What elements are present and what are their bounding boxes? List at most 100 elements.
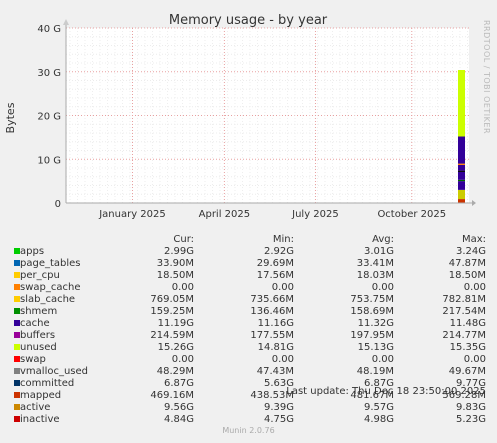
legend-cur: 769.05M [150,294,194,305]
rrdtool-credit: RRDTOOL / TOBI OETIKER [482,20,491,134]
stack-segment [458,179,465,182]
legend-avg: 48.19M [356,366,394,377]
legend-cur: 4.84G [163,414,194,425]
legend-row: active 9.56G 9.39G 9.57G 9.83G [14,402,490,414]
legend-swatch [14,392,20,398]
legend-row: vmalloc_used 48.29M 47.43M 48.19M 49.67M [14,366,490,378]
legend-header: Cur: Min: Avg: Max: [14,234,490,246]
stack-segment [458,164,465,171]
legend-row: swap 0.00 0.00 0.00 0.00 [14,354,490,366]
legend-max: 3.24G [455,246,486,257]
y-tick-label: 20 G [37,112,61,123]
legend-label: page_tables [20,258,81,269]
header-max: Max: [461,234,486,245]
stack-segment [458,199,465,203]
legend-row: per_cpu 18.50M 17.56M 18.03M 18.50M [14,270,490,282]
legend-avg: 6.87G [363,378,394,389]
legend-min: 0.00 [271,354,294,365]
legend-cur: 11.19G [157,318,194,329]
x-tick-label: July 2025 [291,209,339,220]
legend-max: 782.81M [442,294,486,305]
legend-avg: 0.00 [371,354,394,365]
legend-row: slab_cache 769.05M 735.66M 753.75M 782.81M [14,294,490,306]
legend-row: swap_cache 0.00 0.00 0.00 0.00 [14,282,490,294]
y-tick-label: 10 G [37,155,61,166]
legend-max: 49.67M [448,366,486,377]
legend-avg: 11.32G [357,318,394,329]
legend-cur: 9.56G [163,402,194,413]
legend-label: slab_cache [20,294,76,305]
stack-segment [458,170,465,172]
y-axis-ticks: 0 10 G 20 G 30 G 40 G [37,24,61,210]
legend-swatch [14,248,20,254]
legend-min: 17.56M [256,270,294,281]
legend-swatch [14,272,20,278]
legend-label: committed [20,378,75,389]
legend-min: 14.81G [257,342,294,353]
stack-segment [458,136,465,164]
legend-cur: 2.99G [163,246,194,257]
legend-max: 0.00 [463,282,486,293]
legend-min: 2.92G [263,246,294,257]
legend-label: shmem [20,306,58,317]
legend-max: 9.83G [455,402,486,413]
legend-max: 5.23G [455,414,486,425]
stack-segment [458,171,465,180]
grid [66,27,469,203]
legend-min: 136.46M [250,306,294,317]
legend-min: 177.55M [250,330,294,341]
legend-row: buffers 214.59M 177.55M 197.95M 214.77M [14,330,490,342]
legend-avg: 9.57G [363,402,394,413]
legend-cur: 48.29M [156,366,194,377]
chart-title: Memory usage - by year [169,13,328,28]
legend-swatch [14,344,20,350]
legend-min: 0.00 [271,282,294,293]
legend-avg: 18.03M [356,270,394,281]
legend-avg: 33.41M [356,258,394,269]
legend-max: 15.35G [449,342,486,353]
legend-min: 735.66M [250,294,294,305]
legend-cur: 0.00 [171,354,194,365]
legend-label: buffers [20,330,56,341]
header-avg: Avg: [372,234,394,245]
legend-avg: 753.75M [350,294,394,305]
legend-min: 11.16G [257,318,294,329]
legend-label: swap [20,354,46,365]
legend-label: vmalloc_used [20,366,89,377]
legend-cur: 18.50M [156,270,194,281]
legend-row: mapped 469.16M 438.53M 481.67M 569.28M [14,390,490,402]
stack-segment [458,70,465,137]
x-tick-label: April 2025 [199,209,250,220]
legend-swatch [14,416,20,422]
stack-segment [458,189,465,200]
legend-cur: 6.87G [163,378,194,389]
legend-min: 29.69M [256,258,294,269]
x-tick-label: October 2025 [377,209,446,220]
data-bars [458,70,465,203]
legend-max: 569.28M [442,390,486,401]
legend-max: 214.77M [442,330,486,341]
legend-min: 438.53M [250,390,294,401]
legend-label: unused [20,342,57,353]
legend-label: per_cpu [20,270,60,281]
legend-min: 47.43M [256,366,294,377]
legend-cur: 0.00 [171,282,194,293]
legend-row: shmem 159.25M 136.46M 158.69M 217.54M [14,306,490,318]
legend-cur: 15.26G [157,342,194,353]
stack-segment [458,181,465,190]
legend-label: swap_cache [20,282,81,293]
legend-row: page_tables 33.90M 29.69M 33.41M 47.87M [14,258,490,270]
legend-cur: 159.25M [150,306,194,317]
legend-label: active [20,402,51,413]
legend-swatch [14,356,20,362]
legend-avg: 4.98G [363,414,394,425]
legend-label: mapped [20,390,62,401]
legend-max: 9.77G [455,378,486,389]
legend-row: committed 6.87G 5.63G 6.87G 9.77G [14,378,490,390]
x-tick-label: January 2025 [98,209,166,220]
header-min: Min: [272,234,294,245]
legend-label: inactive [20,414,60,425]
legend-cur: 33.90M [156,258,194,269]
last-update: Last update: Thu Dec 18 23:50:00 2025 [286,386,486,397]
legend-max: 11.48G [449,318,486,329]
